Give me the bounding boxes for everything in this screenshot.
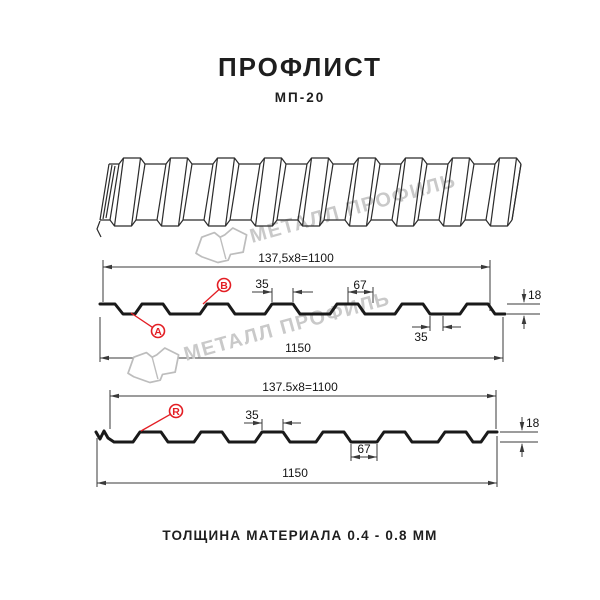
side-b-label: B <box>220 280 228 292</box>
dim-valley-35: 35 <box>414 330 428 344</box>
side-a-marker: A <box>130 312 166 339</box>
profile-r-dimensions <box>96 390 538 487</box>
dim-rib-top-35: 35 <box>245 408 259 422</box>
metall-profil-logo-icon <box>195 227 248 264</box>
logo-fold-line <box>219 237 227 260</box>
side-r-marker: R <box>140 403 184 432</box>
logo-fold-line <box>151 357 159 380</box>
dim-pitch-bottom: 137.5x8=1100 <box>262 380 338 394</box>
dim-gap-67: 67 <box>353 278 367 292</box>
side-b-circle <box>216 277 232 293</box>
side-a-label: A <box>154 326 162 338</box>
dim-height-18: 18 <box>528 288 542 302</box>
material-thickness-note: ТОЛЩИНА МАТЕРИАЛА 0.4 - 0.8 ММ <box>162 528 438 543</box>
side-a-circle <box>150 323 166 339</box>
product-code: МП-20 <box>274 90 326 105</box>
side-b-marker: B <box>202 277 232 305</box>
dim-total-1150: 1150 <box>285 341 311 355</box>
dim-total-1150: 1150 <box>282 466 308 480</box>
dim-valley-67: 67 <box>357 442 371 456</box>
page-title: ПРОФЛИСТ <box>217 52 383 82</box>
profile-r-cross-section <box>94 429 499 444</box>
sheet-3d-view <box>96 157 522 238</box>
dim-rib-top-35: 35 <box>255 277 269 291</box>
profile-a-cross-section <box>98 302 507 316</box>
watermark-lower: МЕТАЛЛ ПРОФИЛЬ <box>127 288 393 384</box>
dim-pitch-top: 137,5x8=1100 <box>258 251 334 265</box>
metall-profil-logo-icon <box>127 347 180 384</box>
side-r-circle <box>168 403 184 419</box>
dim-height-18: 18 <box>526 416 540 430</box>
side-r-label: R <box>172 406 180 418</box>
